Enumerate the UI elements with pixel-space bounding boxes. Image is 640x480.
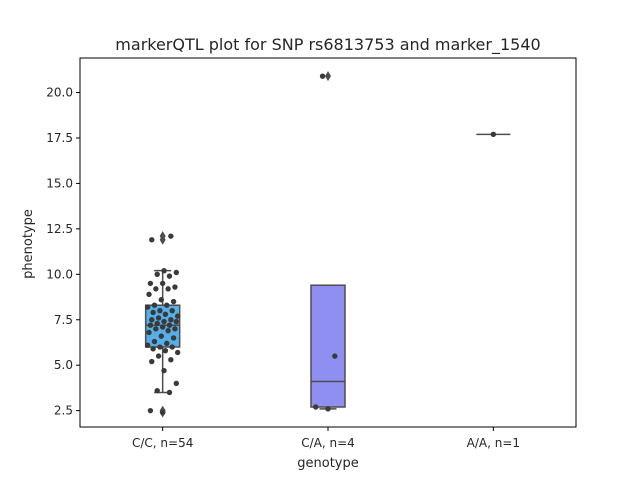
data-point [159, 409, 166, 416]
points-1 [313, 73, 338, 412]
y-tick-label: 17.5 [46, 131, 73, 145]
data-point [154, 271, 160, 278]
data-point [173, 269, 180, 276]
box-body [310, 284, 346, 408]
data-point [174, 313, 181, 319]
data-point [159, 280, 166, 287]
data-point [146, 329, 152, 336]
data-point [147, 280, 154, 287]
y-tick-label: 15.0 [46, 176, 73, 190]
data-point [172, 326, 178, 332]
data-point [149, 317, 155, 323]
data-point [154, 320, 160, 327]
data-point [166, 322, 173, 328]
data-point [162, 311, 169, 318]
data-point [332, 353, 338, 359]
data-point [313, 404, 319, 410]
x-tick-label: A/A, n=1 [467, 436, 520, 450]
data-point [168, 317, 174, 323]
data-point [164, 340, 170, 347]
data-point [166, 273, 173, 279]
data-point [161, 318, 167, 325]
data-point [161, 267, 167, 274]
data-point [169, 307, 175, 314]
data-point [165, 327, 171, 334]
data-point [150, 309, 156, 316]
data-point [173, 380, 180, 387]
chart-title: markerQTL plot for SNP rs6813753 and mar… [115, 35, 540, 55]
data-point [168, 233, 174, 239]
data-point [155, 353, 162, 359]
data-point [170, 335, 177, 341]
x-axis: C/C, n=54 C/A, n=4 A/A, n=1 [132, 427, 520, 450]
data-point [146, 291, 152, 298]
y-axis-label: phenotype [21, 209, 36, 279]
data-point [154, 387, 160, 394]
plot-area [79, 57, 577, 428]
y-tick-label: 12.5 [46, 222, 73, 236]
data-point [144, 342, 151, 348]
y-tick-label: 20.0 [46, 86, 73, 100]
data-point [149, 358, 155, 365]
data-point [172, 284, 178, 290]
data-point [158, 297, 165, 303]
data-point [158, 333, 165, 339]
data-point [325, 406, 331, 412]
data-point [490, 131, 497, 138]
x-tick-label: C/C, n=54 [132, 436, 193, 450]
y-axis: 2.5 5.0 7.5 10.0 12.5 15.0 17.5 20.0 [46, 86, 80, 418]
x-tick-label: C/A, n=4 [301, 436, 355, 450]
outlier-marker [325, 71, 331, 82]
data-point [164, 302, 170, 308]
y-tick-label: 7.5 [54, 313, 73, 327]
box-1 [310, 71, 346, 410]
data-point [149, 237, 155, 243]
data-point [151, 302, 158, 308]
data-point [169, 344, 175, 350]
data-point [174, 349, 181, 356]
y-tick-label: 5.0 [54, 358, 73, 372]
points-0 [144, 233, 181, 416]
data-point [157, 344, 163, 350]
x-axis-label: genotype [297, 456, 358, 471]
data-point [165, 286, 171, 292]
data-point [155, 315, 162, 321]
data-point [159, 324, 166, 330]
data-point [168, 357, 174, 363]
data-point [161, 367, 167, 374]
data-point [150, 346, 156, 352]
outlier-marker [159, 231, 166, 242]
data-point [147, 322, 154, 328]
data-point [162, 347, 169, 354]
data-point [153, 326, 159, 332]
y-tick-label: 2.5 [54, 404, 73, 418]
data-point [319, 73, 326, 79]
data-point [173, 318, 180, 325]
data-point [157, 307, 163, 314]
data-point [170, 298, 177, 305]
data-point [151, 338, 158, 345]
data-point [153, 286, 159, 292]
points-2 [490, 131, 497, 138]
data-point [166, 389, 173, 396]
y-tick-label: 10.0 [46, 267, 73, 281]
data-point [147, 407, 154, 414]
data-point [144, 304, 151, 310]
